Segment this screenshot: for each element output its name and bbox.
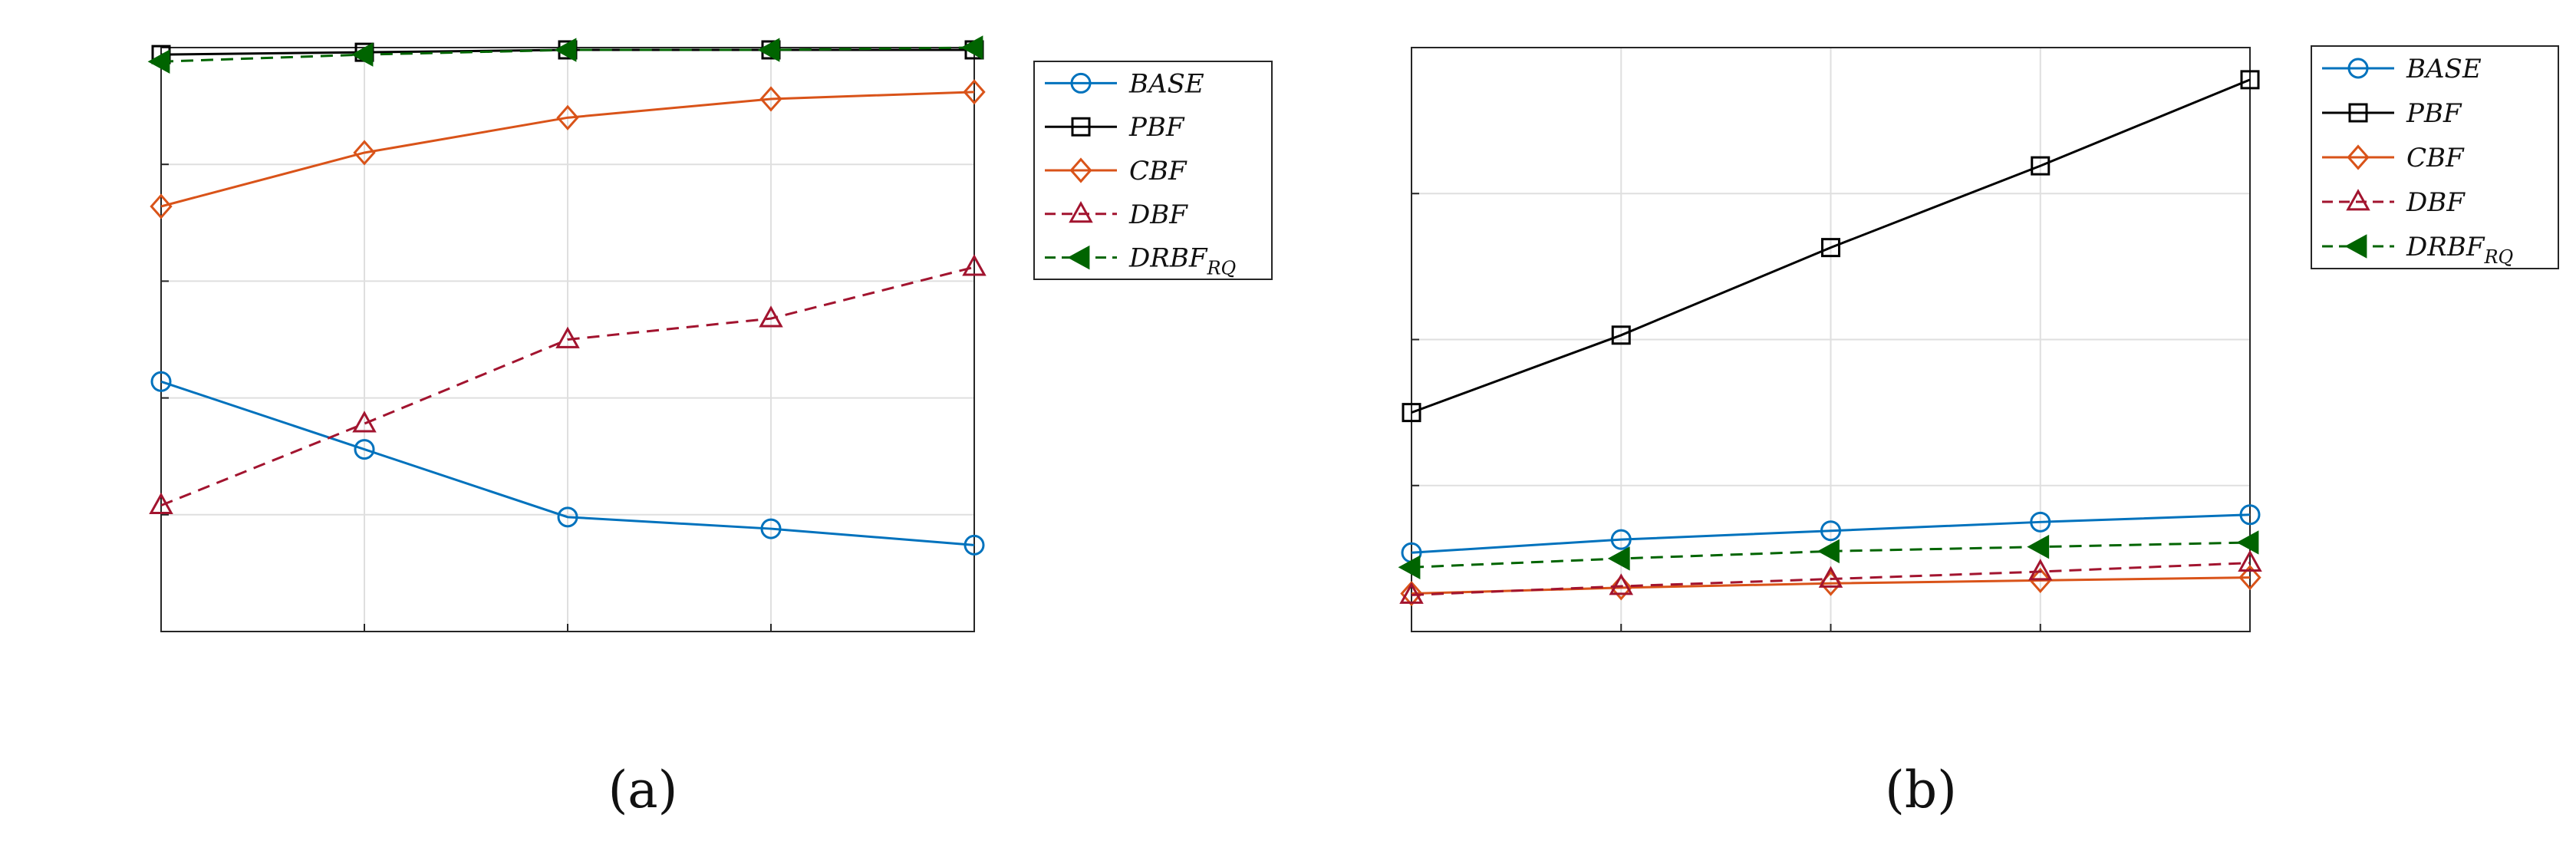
data-point [1818, 566, 1843, 588]
data-point [554, 38, 577, 62]
series-base [1401, 504, 2261, 563]
data-point [351, 42, 374, 67]
data-point [555, 326, 580, 348]
data-point [2031, 156, 2051, 176]
data-point [2240, 70, 2260, 90]
legend-label-main: DRBF [1128, 243, 1208, 274]
data-point [1609, 575, 1632, 601]
legend-marker [2348, 103, 2368, 123]
series-cbf [150, 79, 986, 219]
series-drbf-rq [147, 35, 983, 74]
legend-marker [1070, 72, 1092, 94]
data-point [1609, 573, 1634, 595]
legend-marker [1069, 157, 1092, 183]
legend-label: DBF [1128, 200, 1188, 230]
data-point [2027, 534, 2050, 559]
legend-label-main: PBF [1128, 112, 1185, 143]
legend-label-main: DBF [2406, 187, 2466, 218]
series-line [1411, 78, 2251, 414]
legend-label: BASE [2406, 54, 2482, 84]
data-point [1820, 520, 1841, 542]
legend-label-main: CBF [2406, 143, 2465, 173]
legend-label-main: BASE [2406, 54, 2482, 84]
series-line [160, 265, 975, 507]
data-point [1400, 580, 1423, 607]
data-point [759, 86, 782, 112]
legend-marker [1071, 117, 1091, 137]
data-point [1817, 539, 1840, 564]
legend-marker [2346, 189, 2370, 211]
data-point [150, 371, 172, 392]
data-point [2239, 504, 2261, 526]
data-point [2029, 567, 2052, 593]
legend: BASE PBF CBF DBF DRBFRQ [1033, 61, 1273, 280]
data-point [2028, 559, 2053, 581]
legend-label-main: DRBF [2406, 232, 2485, 262]
data-point [757, 38, 780, 62]
panel-b-dissemination-time-chart: BASE PBF CBF DBF DRBFRQ [1398, 45, 2559, 632]
legend-marker [2344, 234, 2367, 259]
legend-label-main: PBF [2406, 98, 2462, 129]
legend-marker [2347, 58, 2369, 79]
data-point [960, 35, 983, 60]
data-point [147, 49, 170, 74]
data-point [150, 193, 173, 219]
legend-label-main: CBF [1129, 156, 1188, 186]
data-point [759, 305, 783, 328]
data-point [556, 104, 579, 130]
legend-marker [2347, 144, 2370, 170]
legend-label: PBF [1128, 112, 1185, 143]
data-point [1611, 325, 1631, 345]
series-base [150, 371, 985, 556]
panel-a-valid-frames-chart: BASE PBF CBF DBF DRBFRQ [147, 35, 1273, 632]
data-point [1607, 546, 1630, 571]
legend-marker [1069, 200, 1093, 223]
data-point [962, 254, 987, 276]
legend-marker [1067, 245, 1090, 270]
data-point [1398, 555, 1421, 580]
data-point [964, 534, 985, 556]
panel-a-caption-label: (a) [608, 760, 678, 820]
legend-label: DRBFRQ [2406, 232, 2513, 268]
data-point [2238, 549, 2262, 572]
panel-b-caption-label: (b) [1885, 760, 1957, 820]
series-dbf [149, 254, 987, 515]
series-pbf [1402, 70, 2260, 423]
legend-label: CBF [1129, 156, 1188, 186]
data-point [1399, 582, 1424, 604]
series-drbf-rq [1398, 530, 2259, 580]
data-point [1821, 238, 1840, 258]
data-point [352, 411, 377, 433]
data-point [354, 439, 375, 460]
series-line [160, 91, 975, 208]
series-line [160, 380, 975, 546]
data-point [2236, 530, 2259, 555]
legend-label-subscript: RQ [1206, 258, 1236, 279]
legend-label: PBF [2406, 98, 2462, 129]
series-dbf [1399, 549, 2262, 604]
data-point [557, 506, 578, 528]
series-line [1411, 562, 2251, 596]
data-point [353, 140, 376, 166]
data-point [963, 79, 986, 105]
data-point [1402, 403, 1421, 423]
legend: BASE PBF CBF DBF DRBFRQ [2311, 45, 2559, 269]
legend-label: DBF [2406, 187, 2466, 218]
legend-label-subscript: RQ [2483, 246, 2513, 268]
data-point [2030, 511, 2051, 533]
legend-label-main: BASE [1128, 68, 1204, 99]
legend-label: DRBFRQ [1128, 243, 1236, 279]
legend-label: BASE [1128, 68, 1204, 99]
legend-label: CBF [2406, 143, 2465, 173]
legend-label-main: DBF [1128, 200, 1188, 230]
data-point [760, 518, 782, 539]
data-point [1610, 529, 1632, 550]
series-line [1411, 513, 2251, 554]
data-point [149, 492, 173, 515]
data-point [2238, 565, 2261, 591]
